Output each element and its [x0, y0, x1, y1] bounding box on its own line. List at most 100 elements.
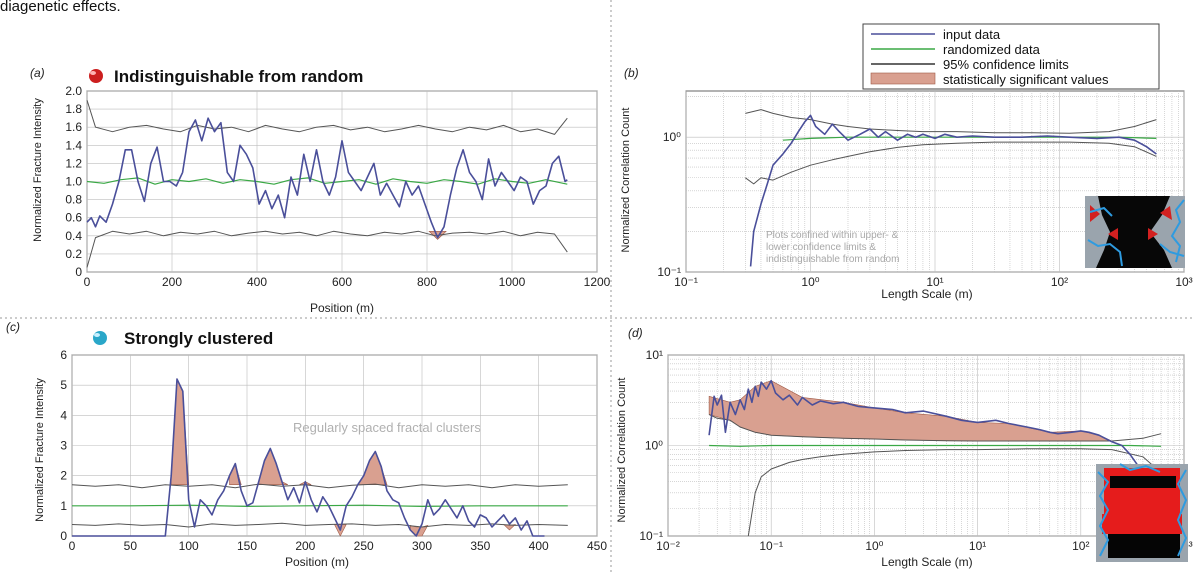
panel-d-ylabel: Normalized Correlation Count	[616, 378, 628, 523]
y-tick-label: 0.6	[65, 211, 82, 225]
panel-c-label: (c)	[6, 320, 20, 334]
x-tick-label: 300	[412, 539, 432, 553]
y-tick-label: 4	[60, 408, 67, 422]
y-tick-label: 1.8	[65, 102, 82, 116]
panel-a-ylabel: Normalized Fracture Intensity	[32, 98, 44, 242]
series-upper	[745, 109, 1157, 134]
y-tick-label: 1.4	[65, 138, 82, 152]
panel-a-marker	[89, 69, 103, 83]
y-tick-label: 0	[60, 529, 67, 543]
y-tick-label: 10⁻¹	[657, 265, 681, 279]
y-tick-label: 10⁰	[663, 130, 681, 144]
y-tick-label: 1.6	[65, 120, 82, 134]
gridlines	[86, 90, 598, 273]
series-random	[72, 504, 568, 507]
y-tick-label: 3	[60, 439, 67, 453]
panel-b-label: (b)	[624, 66, 639, 80]
y-tick-label: 0.2	[65, 247, 82, 261]
panel-c-ylabel: Normalized Fracture Intensity	[34, 378, 46, 522]
x-tick-label: 100	[179, 539, 199, 553]
x-tick-label: 200	[162, 275, 182, 289]
y-tick-label: 10⁻¹	[639, 529, 663, 543]
x-tick-label: 10²	[1051, 275, 1068, 289]
panel-a-title: Indistinguishable from random	[114, 67, 363, 86]
x-tick-label: 450	[587, 539, 607, 553]
series-lower	[71, 522, 568, 528]
panel-d-label: (d)	[628, 326, 643, 340]
panel-d-xlabel: Length Scale (m)	[881, 555, 972, 569]
y-tick-label: 10¹	[646, 348, 663, 362]
panel-b-xlabel: Length Scale (m)	[881, 287, 972, 301]
y-tick-label: 10⁰	[645, 439, 663, 453]
series-random	[709, 444, 1162, 447]
y-tick-label: 1.0	[65, 175, 82, 189]
series-lower	[745, 141, 1157, 185]
panel-b-inset-image	[1085, 196, 1185, 268]
series-input	[749, 114, 1157, 267]
y-tick-label: 2.0	[65, 84, 82, 98]
y-tick-label: 1.2	[65, 156, 82, 170]
y-tick-label: 6	[60, 348, 67, 362]
svg-text:Plots confined within upper- &: Plots confined within upper- &	[766, 230, 899, 241]
legend-label: input data	[943, 27, 1001, 42]
series-input	[708, 379, 1144, 474]
svg-text:indistinguishable from random: indistinguishable from random	[766, 254, 899, 265]
x-tick-label: 250	[354, 539, 374, 553]
y-tick-label: 1	[60, 499, 67, 513]
x-tick-label: 50	[124, 539, 138, 553]
y-tick-label: 5	[60, 378, 67, 392]
x-tick-label: 0	[69, 539, 76, 553]
x-tick-label: 0	[84, 275, 91, 289]
series-lower	[86, 230, 568, 268]
panel-a-label: (a)	[30, 66, 45, 80]
x-tick-label: 150	[237, 539, 257, 553]
legend-label: 95% confidence limits	[943, 57, 1069, 72]
panel-a-plot: 0 200 400 600 800 1000 120000.20.40.60.81.01.2…	[65, 84, 610, 289]
x-tick-label: 350	[470, 539, 490, 553]
x-tick-label: 10⁰	[801, 275, 819, 289]
panel-c-annotation: Regularly spaced fractal clusters	[293, 420, 481, 435]
panel-d-inset-image	[1096, 463, 1188, 562]
series-upper	[71, 483, 568, 489]
x-tick-label: 1000	[499, 275, 526, 289]
x-tick-label: 10¹	[969, 539, 986, 553]
x-tick-label: 10¹	[926, 275, 943, 289]
legend-label: randomized data	[943, 42, 1041, 57]
x-tick-label: 10⁰	[865, 539, 883, 553]
x-tick-label: 10³	[1175, 275, 1192, 289]
series-upper	[708, 414, 1162, 442]
x-tick-label: 10⁻¹	[759, 539, 783, 553]
x-tick-label: 600	[332, 275, 352, 289]
y-tick-label: 0	[75, 265, 82, 279]
x-tick-label: 10⁻¹	[674, 275, 698, 289]
panel-b-annotation: Plots confined within upper- & lower con…	[766, 230, 899, 265]
panel-c-xlabel: Position (m)	[285, 555, 349, 569]
svg-text:lower confidence limits &: lower confidence limits &	[766, 242, 876, 253]
legend-label: statistically significant values	[943, 72, 1109, 87]
legend-swatch	[870, 72, 936, 85]
series-lower	[747, 448, 1162, 537]
y-tick-label: 2	[60, 469, 67, 483]
series-upper	[86, 99, 568, 135]
y-tick-label: 0.4	[65, 229, 82, 243]
x-tick-label: 400	[529, 539, 549, 553]
y-tick-label: 0.8	[65, 193, 82, 207]
panel-b-ylabel: Normalized Correlation Count	[620, 108, 632, 253]
panel-c-marker	[93, 331, 107, 345]
caption-fragment: diagenetic effects.	[0, 0, 121, 15]
series-input	[86, 117, 568, 239]
x-tick-label: 10²	[1072, 539, 1089, 553]
panel-c-title: Strongly clustered	[124, 329, 273, 348]
x-tick-label: 400	[247, 275, 267, 289]
panel-c-plot: 0 50 100 150 200 250 300 350 400 450 0 1 2 3 4 5 6	[60, 348, 607, 553]
series-input	[72, 378, 545, 537]
x-tick-label: 800	[417, 275, 437, 289]
panel-a-xlabel: Position (m)	[310, 301, 374, 315]
x-tick-label: 200	[295, 539, 315, 553]
series-random	[782, 136, 1157, 141]
x-tick-label: 10⁻²	[656, 539, 680, 553]
x-tick-label: 1200	[584, 275, 611, 289]
